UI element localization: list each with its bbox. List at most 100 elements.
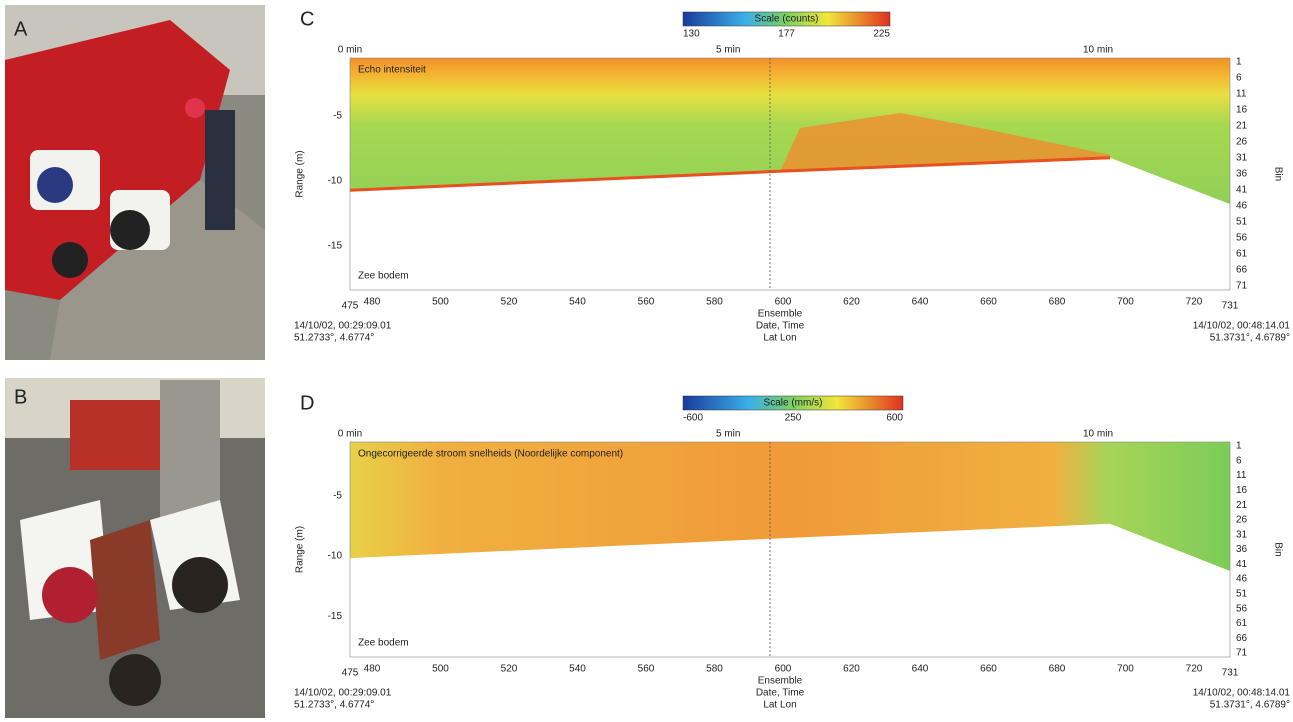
bin-tick-label: 16	[1236, 105, 1248, 116]
bin-tick-label: 16	[1236, 485, 1248, 496]
colorbar-tick-label: 177	[778, 29, 795, 40]
start-info: 14/10/02, 00:29:09.01	[294, 688, 392, 699]
x-tick-label: 600	[775, 664, 792, 675]
bin-tick-label: 26	[1236, 137, 1248, 148]
bin-tick-label: 51	[1236, 588, 1248, 599]
x-tick-label: 580	[706, 664, 723, 675]
bottom-label: Zee bodem	[358, 638, 409, 649]
data-field	[350, 58, 1230, 205]
bin-tick-label: 21	[1236, 121, 1248, 132]
photo-label: A	[14, 18, 28, 40]
x-tick-label: 720	[1186, 664, 1203, 675]
time-tick-label: 10 min	[1083, 429, 1113, 440]
bin-tick-label: 46	[1236, 201, 1248, 212]
bin-tick-label: 66	[1236, 265, 1248, 276]
photo-b: B	[5, 378, 265, 718]
y-tick-label: -15	[328, 611, 343, 622]
x-tick-label: 520	[501, 664, 518, 675]
end-info: 14/10/02, 00:48:14.01	[1193, 688, 1291, 699]
start-info: 51.2733°, 4.6774°	[294, 333, 374, 344]
bin-tick-label: 21	[1236, 500, 1248, 511]
y-tick-label: -5	[333, 111, 342, 122]
bin-tick-label: 51	[1236, 217, 1248, 228]
bin-tick-label: 46	[1236, 574, 1248, 585]
x-tick-label: 520	[501, 297, 518, 308]
x-tick-label: 700	[1117, 664, 1134, 675]
x-axis-row: Date, Time	[756, 688, 805, 699]
bin-tick-label: 11	[1236, 89, 1247, 100]
y-tick-label: -10	[328, 176, 343, 187]
x-tick-label: 640	[912, 297, 929, 308]
y-tick-label: -10	[328, 551, 343, 562]
bin-tick-label: 6	[1236, 455, 1242, 466]
colorbar-tick-label: -600	[683, 413, 703, 424]
bin-tick-label: 41	[1236, 185, 1248, 196]
end-info: 14/10/02, 00:48:14.01	[1193, 321, 1291, 332]
x-tick-label: 731	[1222, 301, 1239, 312]
bin-tick-label: 56	[1236, 603, 1248, 614]
x-tick-label: 680	[1049, 297, 1066, 308]
series-label: Echo intensiteit	[358, 65, 426, 76]
photo-label: B	[14, 386, 27, 408]
colorbar-title: Scale (mm/s)	[764, 398, 823, 409]
bin-tick-label: 26	[1236, 515, 1248, 526]
panel-label: D	[300, 392, 314, 414]
bottom-label: Zee bodem	[358, 271, 409, 282]
time-tick-label: 0 min	[338, 45, 362, 56]
x-tick-label: 640	[912, 664, 929, 675]
x-tick-label: 580	[706, 297, 723, 308]
bin-tick-label: 66	[1236, 633, 1248, 644]
x-tick-label: 500	[432, 297, 449, 308]
bin-axis-title: Bin	[1272, 542, 1283, 556]
x-tick-label: 475	[342, 301, 359, 312]
bin-tick-label: 31	[1236, 529, 1248, 540]
bin-tick-label: 31	[1236, 153, 1248, 164]
bin-tick-label: 71	[1236, 648, 1248, 659]
bin-tick-label: 1	[1236, 441, 1242, 452]
x-axis-row: Ensemble	[758, 309, 803, 320]
bin-tick-label: 11	[1236, 470, 1247, 481]
bin-tick-label: 41	[1236, 559, 1248, 570]
x-tick-label: 720	[1186, 297, 1203, 308]
echo-band	[780, 113, 1110, 172]
colorbar	[682, 11, 891, 27]
x-tick-label: 620	[843, 297, 860, 308]
colorbar-tick-label: 600	[886, 413, 903, 424]
bin-tick-label: 61	[1236, 618, 1248, 629]
y-axis-title: Range (m)	[295, 150, 306, 197]
panel-label: C	[300, 8, 314, 30]
bin-tick-label: 36	[1236, 169, 1248, 180]
plot-frame	[349, 57, 1231, 291]
y-tick-label: -5	[333, 490, 342, 501]
x-axis-row: Date, Time	[756, 321, 805, 332]
bin-tick-label: 1	[1236, 57, 1242, 68]
x-tick-label: 680	[1049, 664, 1066, 675]
x-axis-row: Ensemble	[758, 676, 803, 687]
time-tick-label: 10 min	[1083, 45, 1113, 56]
bin-tick-label: 71	[1236, 281, 1248, 292]
x-tick-label: 700	[1117, 297, 1134, 308]
x-tick-label: 480	[364, 297, 381, 308]
time-tick-label: 5 min	[716, 45, 740, 56]
time-tick-label: 0 min	[338, 429, 362, 440]
bin-tick-label: 61	[1236, 249, 1248, 260]
time-tick-label: 5 min	[716, 429, 740, 440]
bin-tick-label: 56	[1236, 233, 1248, 244]
photo-a: A	[5, 5, 265, 360]
plot-frame	[349, 441, 1231, 658]
start-info: 14/10/02, 00:29:09.01	[294, 321, 392, 332]
y-tick-label: -15	[328, 241, 343, 252]
x-tick-label: 660	[980, 297, 997, 308]
x-tick-label: 560	[638, 297, 655, 308]
x-tick-label: 560	[638, 664, 655, 675]
end-info: 51.3731°, 4.6789°	[1210, 700, 1290, 711]
colorbar	[682, 395, 904, 411]
colorbar-tick-label: 250	[785, 413, 802, 424]
end-info: 51.3731°, 4.6789°	[1210, 333, 1290, 344]
colorbar-tick-label: 225	[873, 29, 890, 40]
x-tick-label: 660	[980, 664, 997, 675]
colorbar-tick-label: 130	[683, 29, 700, 40]
start-info: 51.2733°, 4.6774°	[294, 700, 374, 711]
